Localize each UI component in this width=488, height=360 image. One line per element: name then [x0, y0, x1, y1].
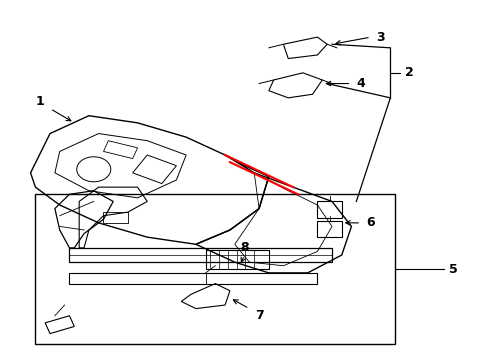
Text: 7: 7	[254, 309, 263, 322]
Bar	[35, 194, 394, 344]
Text: 3: 3	[376, 31, 384, 44]
Text: 5: 5	[448, 263, 457, 276]
Text: 6: 6	[366, 216, 374, 229]
Text: 8: 8	[240, 241, 248, 255]
Text: 2: 2	[405, 66, 413, 79]
Text: 4: 4	[356, 77, 365, 90]
Text: 1: 1	[36, 95, 44, 108]
Bar	[205, 249, 268, 269]
